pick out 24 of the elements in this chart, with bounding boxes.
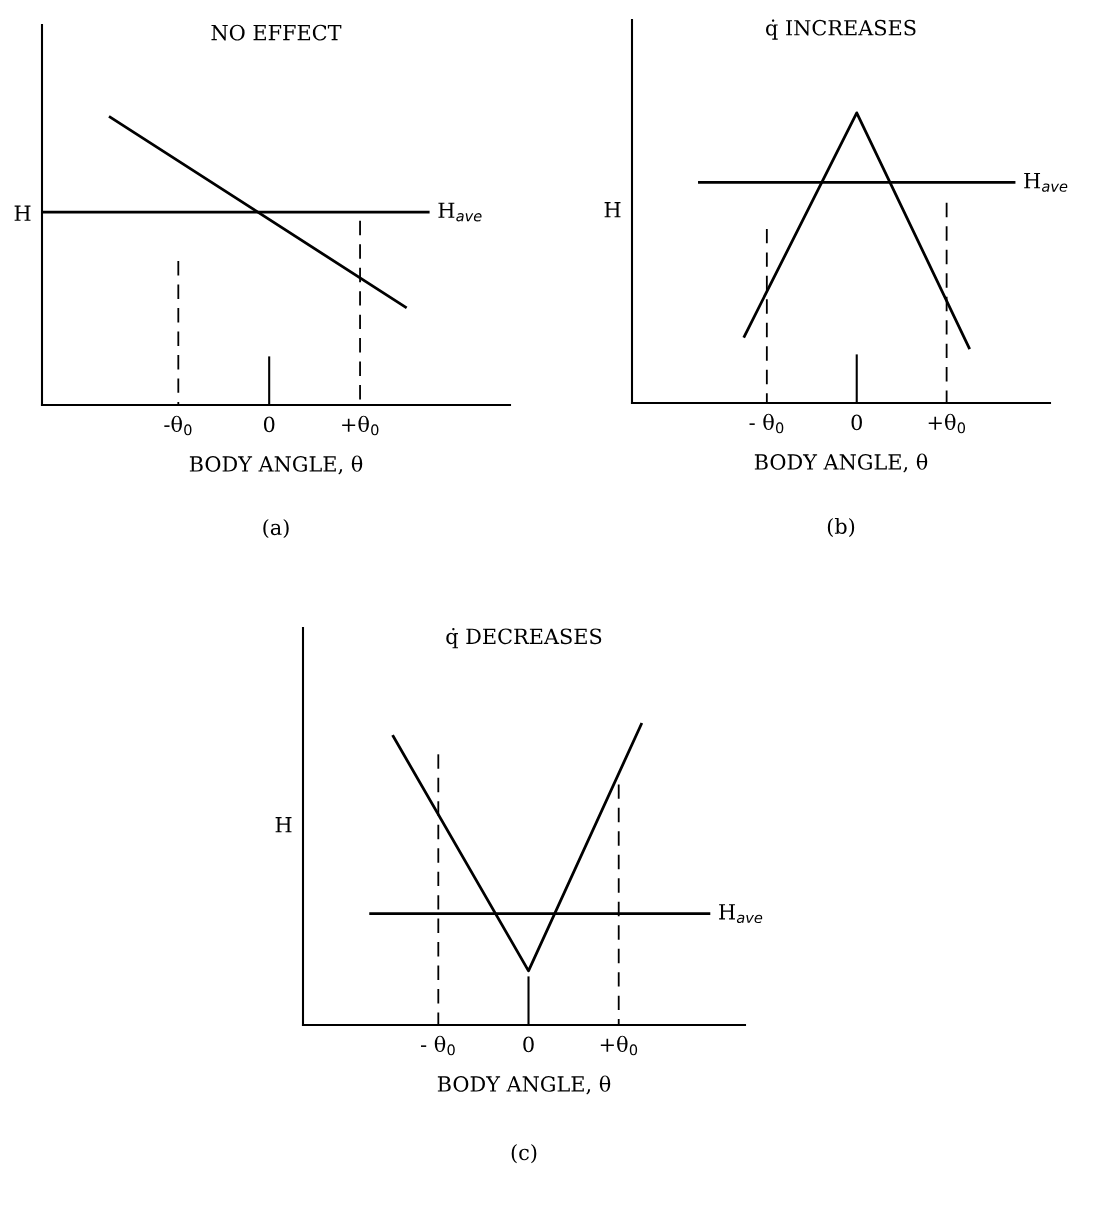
y-axis-title: H: [604, 202, 621, 218]
x-tick-label: +θ$_{0}$: [342, 415, 379, 436]
series-label: H$_{ave}$: [438, 202, 482, 222]
x-tick-label: +θ$_{0}$: [928, 413, 966, 434]
series-label: H$_{ave}$: [719, 904, 763, 924]
chart-title: q̇ DECREASES: [446, 627, 602, 649]
x-tick-label: - θ$_{0}$: [420, 1035, 455, 1056]
text: (a): [263, 519, 289, 539]
series-label: H$_{ave}$: [1024, 173, 1068, 192]
chart-title: q̇ INCREASES: [766, 19, 916, 40]
text: (c): [511, 1144, 537, 1164]
x-tick-label: +θ$_{0}$: [600, 1035, 638, 1056]
x-axis-title: BODY ANGLE, θ: [437, 1075, 611, 1095]
y-axis-title: H: [275, 817, 292, 833]
x-axis-title: BODY ANGLE, θ: [754, 453, 928, 473]
x-tick-label: 0: [523, 1036, 534, 1053]
x-tick-label: 0: [851, 414, 862, 431]
x-tick-label: 0: [263, 416, 275, 433]
x-tick-label: -θ$_{0}$: [164, 415, 192, 436]
x-axis-title: BODY ANGLE, θ: [189, 455, 363, 475]
text: (b): [827, 517, 855, 537]
chart-title: NO EFFECT: [211, 24, 342, 41]
y-axis-title: H: [14, 205, 31, 221]
x-tick-label: - θ$_{0}$: [749, 413, 784, 434]
